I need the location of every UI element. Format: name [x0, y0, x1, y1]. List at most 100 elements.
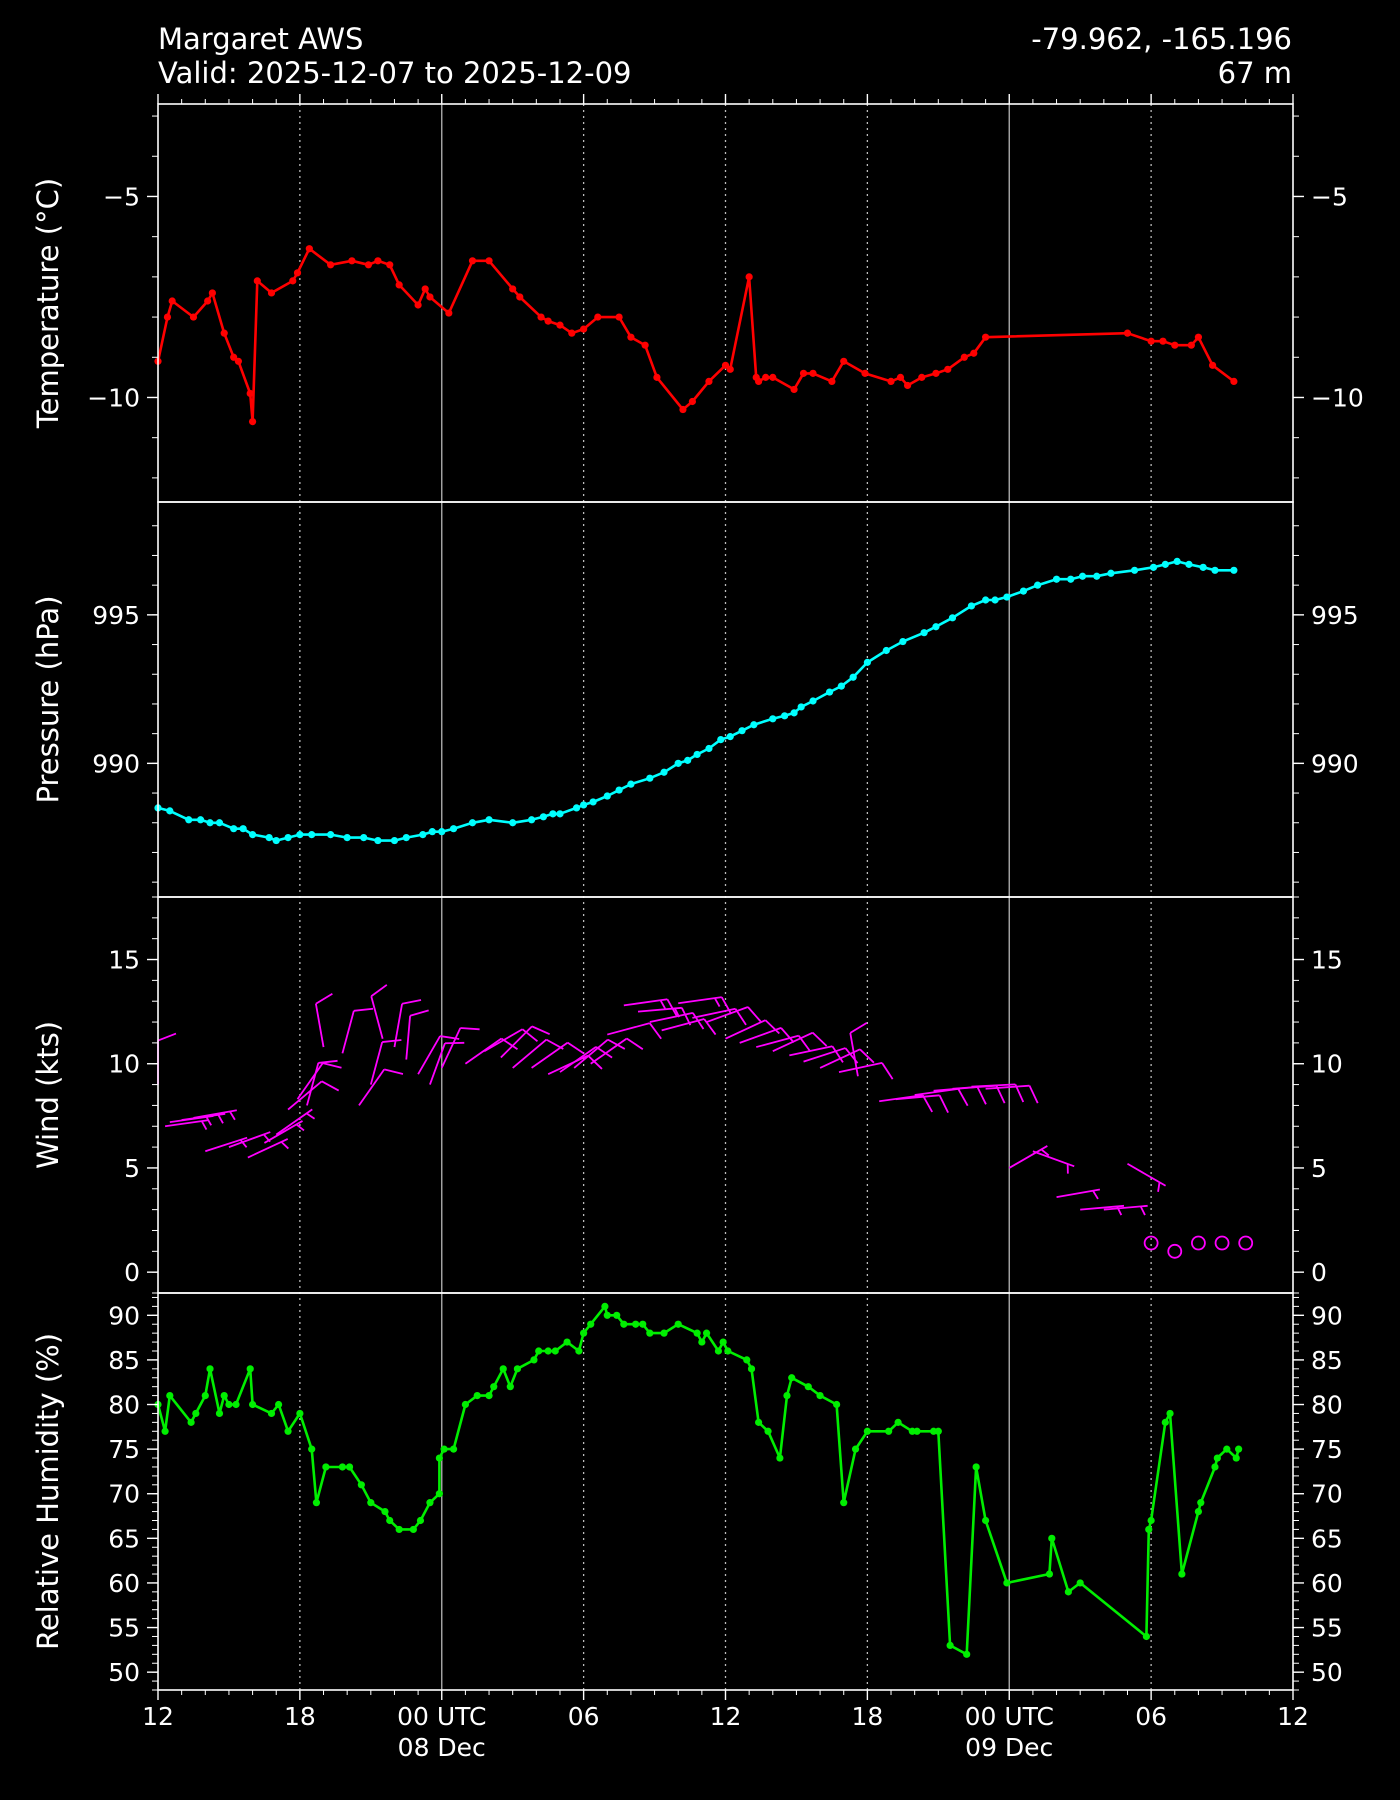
- data-point: [549, 810, 557, 818]
- data-point: [894, 1418, 902, 1426]
- wind-barb-flag: [595, 1046, 613, 1059]
- wind-barb-shaft: [405, 1015, 412, 1060]
- wind-barb-flag: [747, 1006, 762, 1023]
- data-point: [613, 1311, 621, 1319]
- wind-barb-shaft: [370, 995, 384, 1039]
- data-point: [840, 1499, 848, 1507]
- data-point: [745, 273, 753, 281]
- data-point: [816, 1391, 824, 1400]
- y-tick-label: 75: [108, 1435, 140, 1464]
- wind-barb-shaft: [306, 1062, 320, 1106]
- data-point: [308, 1445, 316, 1453]
- x-tick-label: 00 UTC: [965, 1702, 1054, 1731]
- data-point: [1147, 337, 1155, 345]
- data-point: [1211, 566, 1219, 574]
- data-point: [693, 1329, 701, 1337]
- data-point: [395, 1525, 403, 1534]
- wind-barb-shaft: [263, 1120, 303, 1144]
- data-point: [440, 1445, 448, 1453]
- data-point: [913, 1427, 921, 1435]
- wind-barb-flag: [401, 999, 422, 1005]
- data-point: [705, 377, 713, 385]
- data-point: [899, 637, 907, 646]
- data-point: [506, 1383, 514, 1391]
- x-tick-label: 18: [851, 1702, 883, 1731]
- data-point: [790, 385, 798, 394]
- data-point: [556, 810, 564, 818]
- wind-barb-flag: [976, 1086, 987, 1105]
- data-point: [208, 289, 216, 297]
- wind-barb-flag: [384, 1068, 404, 1075]
- data-point: [674, 1320, 682, 1328]
- data-point: [449, 825, 458, 833]
- wind-barb-half-flag: [1092, 1190, 1099, 1200]
- data-point: [946, 1641, 954, 1649]
- data-point: [982, 1516, 990, 1525]
- wind-barb-flag: [921, 1094, 933, 1113]
- data-point: [438, 828, 446, 836]
- data-point: [920, 629, 928, 637]
- y-tick-label: 995: [1311, 601, 1359, 630]
- wind-barb-shaft: [1056, 1188, 1101, 1199]
- data-point: [535, 1347, 543, 1355]
- data-point: [215, 1409, 224, 1418]
- wind-barb-shaft: [287, 1080, 323, 1111]
- wind-barb-flag: [521, 1028, 539, 1043]
- y-tick-label: 15: [108, 946, 140, 975]
- wind-barb: [706, 1006, 762, 1023]
- data-point: [587, 1320, 595, 1328]
- wind-barb-flag: [353, 1007, 374, 1012]
- y-tick-label: 0: [124, 1258, 140, 1287]
- x-tick-label: 12: [142, 1702, 174, 1731]
- data-point: [539, 813, 548, 821]
- data-point: [863, 1427, 871, 1435]
- data-point: [809, 369, 817, 377]
- data-point: [594, 313, 602, 321]
- data-point: [580, 1329, 588, 1337]
- data-point: [322, 1463, 330, 1471]
- wind-barb-flag: [587, 1054, 603, 1070]
- y-tick-label: 60: [108, 1569, 140, 1598]
- wind-barb: [849, 1022, 868, 1077]
- data-point: [882, 646, 890, 655]
- wind-barb-flag: [938, 1094, 949, 1114]
- x-tick-label: 06: [1135, 1702, 1167, 1731]
- wind-barb-shaft: [803, 1047, 846, 1063]
- data-point: [312, 1499, 321, 1507]
- wind-barb-shaft: [314, 1003, 325, 1048]
- data-point: [230, 353, 238, 361]
- y-tick-label: 50: [108, 1658, 140, 1687]
- data-point: [674, 759, 682, 767]
- data-point: [248, 1400, 257, 1409]
- wind-calm-marker: [1167, 1243, 1183, 1259]
- data-point: [717, 735, 725, 744]
- wind-barb-shaft: [895, 1094, 940, 1101]
- wind-barb: [247, 1138, 289, 1159]
- data-point: [296, 1409, 304, 1418]
- y-tick-label: 0: [1311, 1258, 1327, 1287]
- data-point: [248, 417, 257, 426]
- data-point: [1130, 566, 1139, 574]
- wind-barb-shaft: [590, 1037, 628, 1065]
- y-tick-label: 65: [108, 1524, 140, 1553]
- y-tick-label: 55: [1311, 1614, 1343, 1643]
- wind-barb: [296, 1062, 342, 1100]
- data-point: [327, 831, 335, 839]
- data-point: [1178, 1570, 1186, 1578]
- y-tick-label: 90: [108, 1301, 140, 1330]
- data-point: [166, 1391, 174, 1400]
- wind-barb-half-flag: [280, 1141, 289, 1150]
- wind-barb-shaft: [692, 1007, 736, 1019]
- data-point: [374, 257, 382, 265]
- y-tick-label: 80: [108, 1391, 140, 1420]
- data-point: [641, 341, 649, 349]
- data-point: [970, 349, 978, 357]
- wind-barb-flag: [831, 1045, 844, 1063]
- wind-barb: [369, 1039, 402, 1085]
- data-point: [220, 1391, 228, 1400]
- data-point: [738, 727, 746, 735]
- data-point: [972, 1463, 980, 1471]
- y-tick-label: 70: [1311, 1480, 1343, 1509]
- data-point: [161, 1427, 169, 1435]
